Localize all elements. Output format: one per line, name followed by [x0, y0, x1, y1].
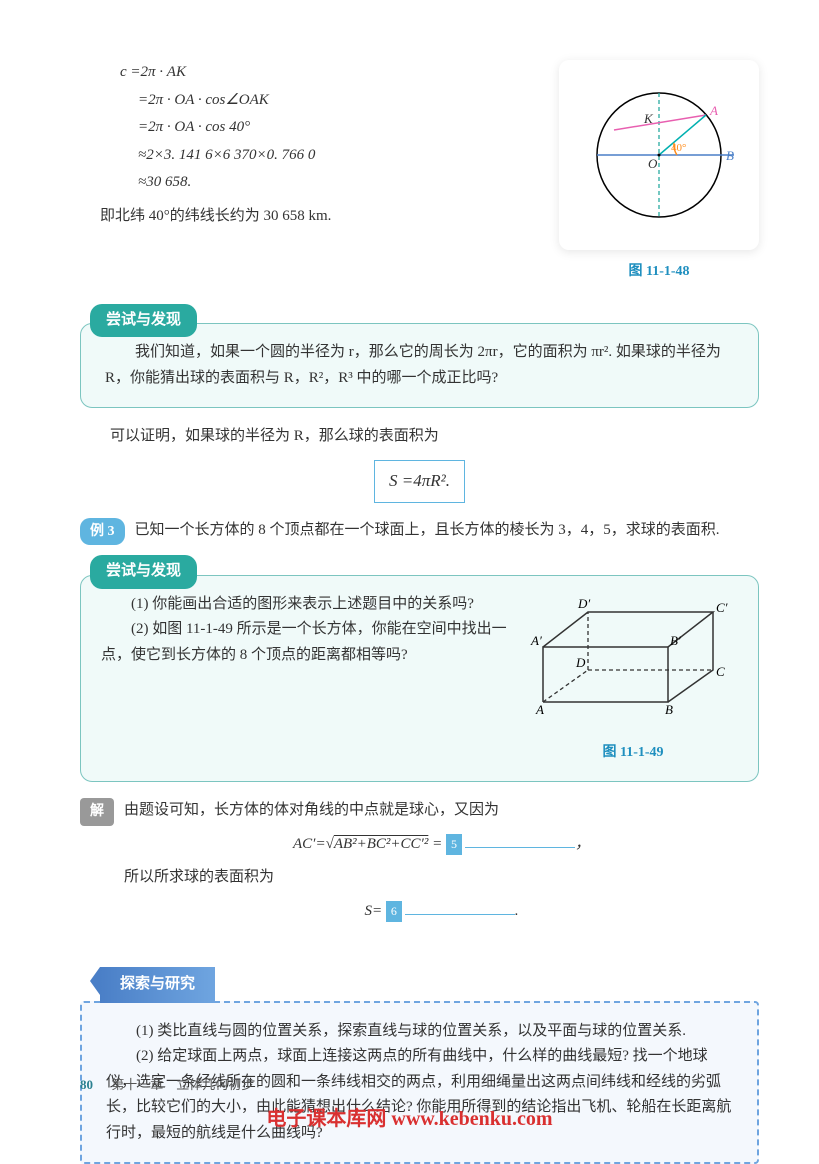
lbl-Ap: A′: [530, 633, 542, 648]
figure-11-1-48: K A B O 40°: [559, 60, 759, 250]
research-p1: (1) 类比直线与圆的位置关系，探索直线与球的位置关系，以及平面与球的位置关系.: [106, 1019, 733, 1045]
lbl-B: B: [665, 702, 673, 717]
calc-line-4: ≈2×3. 141 6×6 370×0. 766 0: [120, 143, 539, 169]
solution-block: 解 由题设可知，长方体的体对角线的中点就是球心，又因为 AC′=√AB²+BC²…: [80, 798, 759, 932]
example-3: 例 3 已知一个长方体的 8 个顶点都在一个球面上，且长方体的棱长为 3，4，5…: [80, 518, 759, 546]
lbl-C: C: [716, 664, 725, 679]
label-O: O: [648, 156, 658, 171]
label-angle: 40°: [671, 142, 686, 154]
lbl-D: D: [575, 655, 586, 670]
page-content: c =2π · AK =2π · OA · cos∠OAK =2π · OA ·…: [0, 0, 819, 1164]
blank5-line: [465, 847, 575, 848]
solution-outro: 所以所求球的表面积为: [124, 865, 759, 891]
page-footer: 80 第十一章 立体几何初步: [80, 1074, 254, 1096]
calc-line-1: c =2π · AK: [120, 60, 539, 86]
discover-section-1: 尝试与发现 我们知道，如果一个圆的半径为 r，那么它的周长为 2πr，它的面积为…: [80, 304, 759, 409]
eq2-period: .: [515, 903, 519, 919]
calc-conclusion: 即北纬 40°的纬线长约为 30 658 km.: [100, 204, 539, 230]
lbl-A: A: [535, 702, 544, 717]
proof-intro: 可以证明，如果球的半径为 R，那么球的表面积为: [80, 424, 759, 450]
discover2-box: (1) 你能画出合适的图形来表示上述题目中的关系吗? (2) 如图 11-1-4…: [80, 575, 759, 782]
figure-11-1-48-container: K A B O 40° 图 11-1-48: [559, 60, 759, 284]
label-B: B: [726, 148, 734, 163]
solution-intro: 由题设可知，长方体的体对角线的中点就是球心，又因为: [124, 802, 499, 818]
eq1-pre: AC′=: [293, 836, 326, 852]
top-section: c =2π · AK =2π · OA · cos∠OAK =2π · OA ·…: [80, 60, 759, 284]
calc-line-2: =2π · OA · cos∠OAK: [120, 88, 539, 114]
figure-11-1-49: A B C D A′ B′ C′ D′ 图 11-1-49: [528, 592, 738, 765]
discover1-tab: 尝试与发现: [90, 304, 197, 338]
calculation-block: c =2π · AK =2π · OA · cos∠OAK =2π · OA ·…: [80, 60, 539, 284]
discover2-tab: 尝试与发现: [90, 555, 197, 589]
example3-tag: 例 3: [80, 518, 125, 546]
chapter-title: 第十一章 立体几何初步: [111, 1077, 254, 1092]
calc-line-3: =2π · OA · cos 40°: [120, 115, 539, 141]
solution-eq1: AC′=√AB²+BC²+CC′² = 5，: [124, 832, 759, 858]
fig1-caption: 图 11-1-48: [559, 260, 759, 284]
solution-eq2: S= 6.: [124, 899, 759, 925]
surface-area-formula: S =4πR².: [374, 460, 465, 503]
discover1-text: 我们知道，如果一个圆的半径为 r，那么它的周长为 2πr，它的面积为 πr². …: [105, 344, 721, 386]
research-tab: 探索与研究: [100, 967, 215, 1003]
watermark-text1: 电子课本库网: [266, 1108, 386, 1130]
blank-6: 6: [386, 901, 402, 921]
eq1-sqrt: AB²+BC²+CC′²: [334, 836, 429, 852]
sphere-diagram-svg: K A B O 40°: [574, 75, 744, 235]
lbl-Dp: D′: [577, 596, 590, 611]
solution-body: 由题设可知，长方体的体对角线的中点就是球心，又因为 AC′=√AB²+BC²+C…: [124, 798, 759, 932]
watermark-text2: www.kebenku.com: [386, 1108, 552, 1130]
eq2-pre: S=: [364, 903, 385, 919]
discover-section-2: 尝试与发现 (1) 你能画出合适的图形来表示上述题目中的关系吗? (2) 如图 …: [80, 555, 759, 782]
lbl-Cp: C′: [716, 600, 728, 615]
example3-text: 已知一个长方体的 8 个顶点都在一个球面上，且长方体的棱长为 3，4，5，求球的…: [135, 518, 720, 544]
discover2-p1: (1) 你能画出合适的图形来表示上述题目中的关系吗?: [101, 592, 513, 618]
eq1-eq: =: [428, 836, 446, 852]
watermark: 电子课本库网 www.kebenku.com: [0, 1102, 819, 1136]
label-A: A: [709, 103, 718, 118]
cuboid-svg: A B C D A′ B′ C′ D′: [528, 592, 733, 732]
formula-wrapper: S =4πR².: [80, 460, 759, 503]
discover2-p2: (2) 如图 11-1-49 所示是一个长方体，你能在空间中找出一点，使它到长方…: [101, 617, 513, 668]
fig2-caption: 图 11-1-49: [528, 741, 738, 765]
discover2-text: (1) 你能画出合适的图形来表示上述题目中的关系吗? (2) 如图 11-1-4…: [101, 592, 513, 765]
label-K: K: [643, 111, 654, 126]
blank-5: 5: [446, 834, 462, 854]
page-number: 80: [80, 1077, 93, 1092]
eq1-comma: ，: [575, 836, 590, 852]
calc-line-5: ≈30 658.: [120, 170, 539, 196]
solution-tag: 解: [80, 798, 114, 826]
blank6-line: [405, 914, 515, 915]
lbl-Bp: B′: [670, 633, 681, 648]
